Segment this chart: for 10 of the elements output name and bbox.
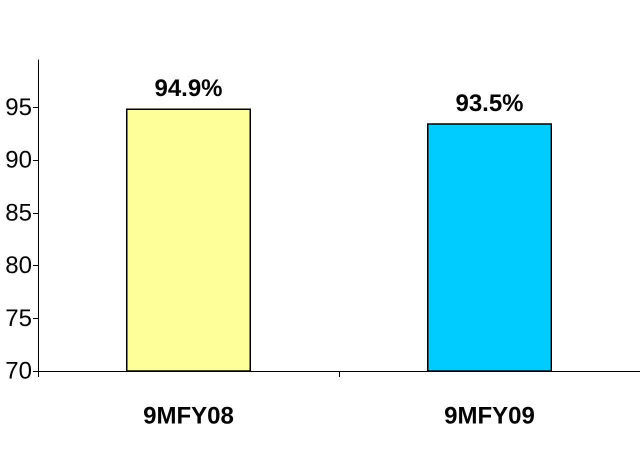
y-tick-label: 85 (5, 199, 32, 226)
y-tick-label: 95 (5, 94, 32, 121)
x-tick-label: 9MFY09 (444, 402, 535, 430)
y-tick-label: 90 (5, 146, 32, 174)
data-label: 93.5% (455, 90, 524, 117)
y-tick-label: 70 (5, 358, 32, 384)
x-tick-label: 9MFY08 (143, 402, 234, 430)
y-tick-label: 80 (5, 252, 32, 280)
y-tick-label: 75 (5, 304, 32, 332)
data-label: 94.9% (154, 74, 223, 102)
